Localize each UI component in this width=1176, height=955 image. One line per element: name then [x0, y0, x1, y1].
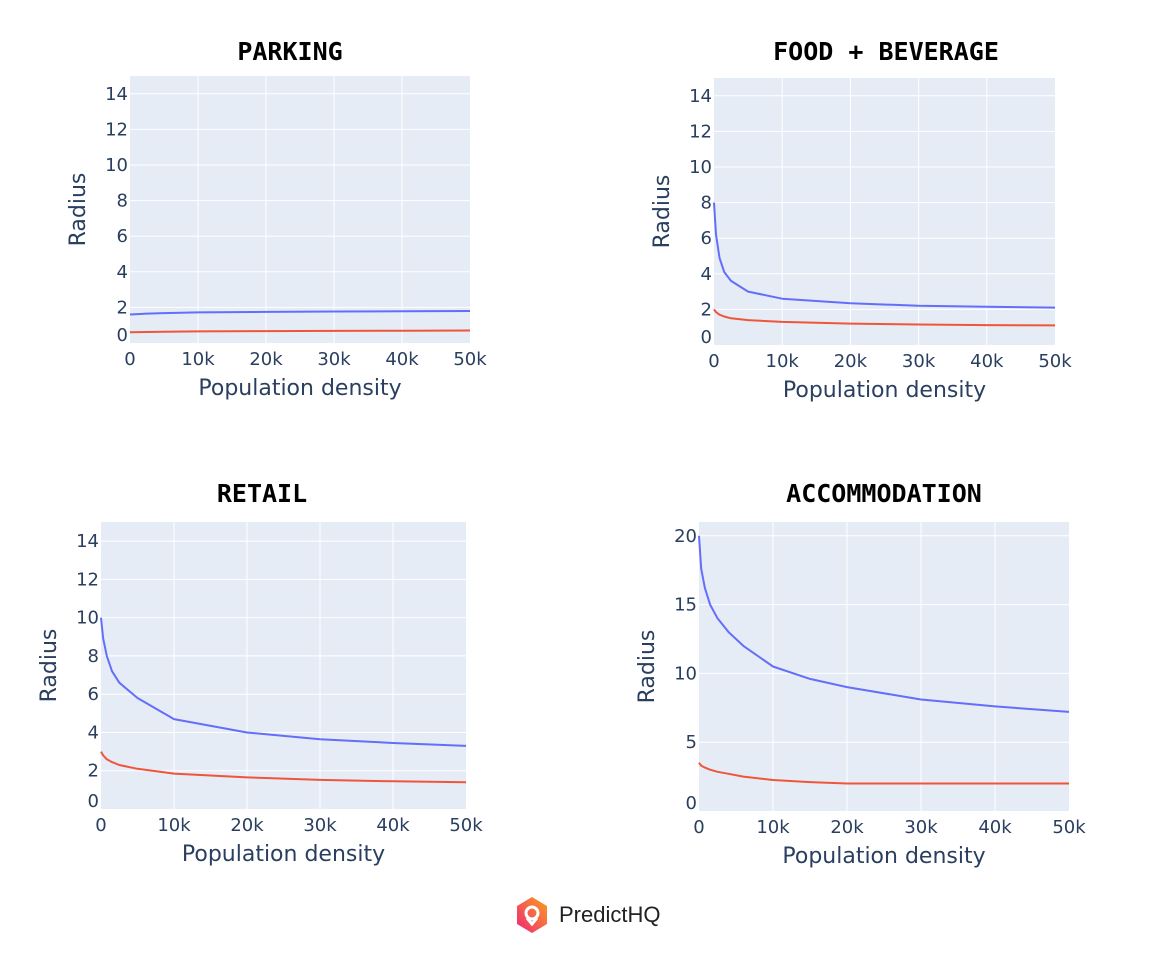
upper-series-line: [100, 617, 467, 747]
y-tick-label: 4: [701, 264, 712, 285]
y-tick-label: 6: [117, 226, 128, 247]
x-axis-label: Population density: [198, 376, 401, 401]
x-tick-label: 0: [708, 351, 719, 372]
upper-series-line: [713, 202, 1056, 309]
x-tick-label: 10k: [766, 351, 800, 372]
x-tick-label: 40k: [385, 349, 419, 370]
chart-title: PARKING: [237, 37, 342, 66]
x-axis-label: Population density: [783, 378, 986, 403]
y-tick-label: 20: [674, 526, 697, 547]
y-tick-label: 12: [105, 119, 128, 140]
x-tick-label: 30k: [317, 349, 351, 370]
chart-3: ACCOMMODATION 0 10k 20k 30k 40k 50k 0 5 10 15 20 Pop…: [635, 479, 1086, 869]
x-tick-label: 40k: [376, 815, 410, 836]
y-tick-label: 10: [76, 608, 99, 629]
chart-2: RETAIL 0 10k 20k 30k 40k 50k 0 2 4 6 8 10 12 14 Populat…: [37, 479, 483, 867]
x-tick-label: 30k: [904, 817, 938, 838]
x-axis-label: Population density: [782, 844, 985, 869]
y-tick-label: 14: [105, 84, 128, 105]
y-tick-label: 14: [689, 86, 712, 107]
x-tick-label: 0: [95, 815, 106, 836]
x-axis-label: Population density: [182, 842, 385, 867]
x-tick-label: 0: [693, 817, 704, 838]
plot-area: [101, 522, 466, 809]
y-tick-label: 5: [686, 732, 697, 753]
y-axis-label: Radius: [650, 175, 675, 249]
x-tick-label: 50k: [449, 815, 483, 836]
chart-title: FOOD + BEVERAGE: [773, 37, 999, 66]
y-tick-label: 6: [701, 228, 712, 249]
y-tick-label: 8: [701, 193, 712, 214]
y-tick-label: 6: [88, 684, 99, 705]
lower-series-line: [100, 751, 467, 784]
upper-series-line: [698, 535, 1070, 713]
lower-series-line: [698, 762, 1069, 785]
y-tick-label: 0: [686, 793, 697, 814]
y-tick-label: 4: [88, 722, 99, 743]
y-tick-label: 0: [117, 325, 128, 346]
y-axis-label: Radius: [37, 629, 62, 703]
x-tick-label: 50k: [453, 349, 487, 370]
x-tick-label: 20k: [249, 349, 283, 370]
x-tick-label: 30k: [902, 351, 936, 372]
predicthq-logo-icon: [517, 897, 547, 933]
y-tick-label: 0: [701, 327, 712, 348]
y-tick-label: 8: [117, 191, 128, 212]
y-tick-label: 0: [88, 791, 99, 812]
y-tick-label: 14: [76, 531, 99, 552]
y-tick-label: 8: [88, 646, 99, 667]
y-tick-label: 12: [76, 569, 99, 590]
lower-series-line: [713, 308, 1056, 327]
x-tick-label: 50k: [1038, 351, 1072, 372]
brand-name: PredictHQ: [559, 902, 661, 927]
y-tick-label: 4: [117, 262, 128, 283]
x-tick-label: 40k: [970, 351, 1004, 372]
x-tick-label: 20k: [834, 351, 868, 372]
plot-area: [714, 78, 1055, 345]
y-tick-label: 12: [689, 121, 712, 142]
y-tick-label: 2: [701, 299, 712, 320]
x-tick-label: 20k: [830, 817, 864, 838]
lower-series-line: [129, 329, 471, 334]
x-tick-label: 30k: [303, 815, 337, 836]
y-tick-label: 10: [674, 663, 697, 684]
chart-title: ACCOMMODATION: [786, 479, 982, 508]
x-tick-label: 10k: [756, 817, 790, 838]
chart-0: PARKING 0 10k 20k 30k 40k 50k 0 2 4 6 8 10 12 14 Popula…: [66, 37, 487, 401]
chart-1: FOOD + BEVERAGE 0 10k 20k 30k 40k 50k 0 2 4 6 8 10 12…: [650, 37, 1072, 403]
y-axis-label: Radius: [635, 630, 660, 704]
chart-title: RETAIL: [217, 479, 307, 508]
y-axis-label: Radius: [66, 173, 91, 247]
x-tick-label: 50k: [1052, 817, 1086, 838]
y-tick-label: 10: [105, 155, 128, 176]
x-tick-label: 10k: [181, 349, 215, 370]
x-tick-label: 0: [124, 349, 135, 370]
x-tick-label: 10k: [157, 815, 191, 836]
plot-area: [130, 76, 470, 343]
y-tick-label: 2: [117, 297, 128, 318]
upper-series-line: [129, 310, 471, 316]
y-tick-label: 15: [674, 595, 697, 616]
y-tick-label: 2: [88, 761, 99, 782]
brand-logo: PredictHQ: [515, 896, 660, 934]
y-tick-label: 10: [689, 157, 712, 178]
x-tick-label: 20k: [230, 815, 264, 836]
plot-area: [699, 522, 1069, 811]
x-tick-label: 40k: [978, 817, 1012, 838]
